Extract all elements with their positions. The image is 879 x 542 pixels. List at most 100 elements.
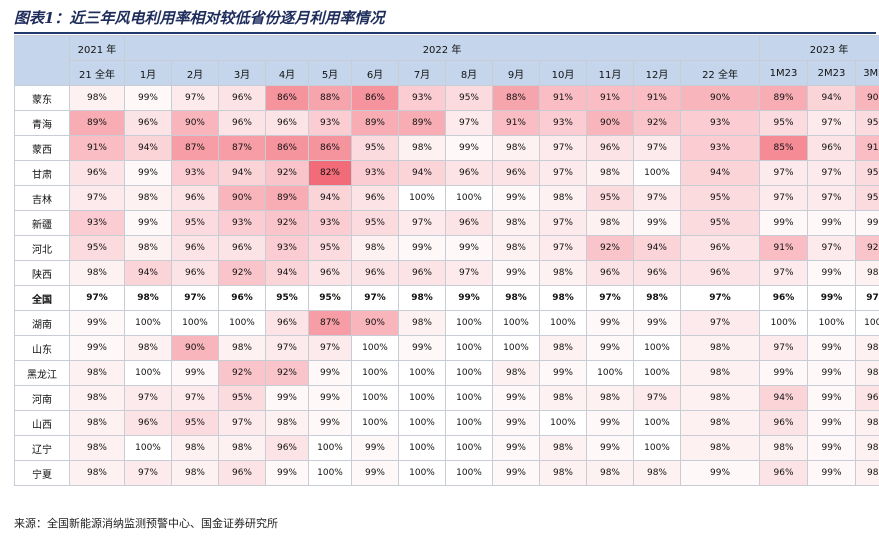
utilization-cell: 95% bbox=[69, 235, 125, 261]
utilization-cell: 97% bbox=[807, 110, 857, 136]
utilization-cell: 100% bbox=[351, 360, 399, 386]
utilization-cell: 98% bbox=[633, 460, 681, 486]
utilization-cell: 88% bbox=[308, 85, 352, 111]
utilization-cell: 99% bbox=[807, 435, 857, 461]
utilization-cell: 98% bbox=[855, 460, 879, 486]
utilization-cell: 100% bbox=[445, 185, 493, 211]
utilization-cell: 96% bbox=[398, 260, 446, 286]
utilization-cell: 98% bbox=[633, 285, 681, 311]
utilization-cell: 96% bbox=[633, 260, 681, 286]
utilization-cell: 99% bbox=[492, 260, 540, 286]
utilization-cell: 97% bbox=[759, 260, 809, 286]
utilization-cell: 98% bbox=[351, 235, 399, 261]
utilization-cell: 99% bbox=[265, 460, 309, 486]
utilization-cell: 94% bbox=[398, 160, 446, 186]
utilization-cell: 100% bbox=[586, 360, 634, 386]
region-label: 陕西 bbox=[14, 260, 70, 286]
utilization-cell: 96% bbox=[679, 235, 761, 261]
utilization-cell: 89% bbox=[265, 185, 309, 211]
utilization-cell: 97% bbox=[633, 385, 681, 411]
utilization-cell: 99% bbox=[633, 210, 681, 236]
utilization-cell: 92% bbox=[218, 260, 266, 286]
region-label: 山西 bbox=[14, 410, 70, 436]
utilization-cell: 99% bbox=[492, 185, 540, 211]
utilization-cell: 99% bbox=[807, 210, 857, 236]
utilization-cell: 98% bbox=[69, 385, 125, 411]
utilization-cell: 100% bbox=[351, 385, 399, 411]
utilization-cell: 92% bbox=[855, 235, 879, 261]
utilization-cell: 96% bbox=[807, 135, 857, 161]
utilization-cell: 86% bbox=[351, 85, 399, 111]
table-row: 山西 98% 96% 95% 97% 98% 99% 100% 100% 100% 99% 100% 9… bbox=[14, 410, 879, 436]
utilization-cell: 100% bbox=[124, 360, 172, 386]
utilization-cell: 98% bbox=[69, 85, 125, 111]
utilization-cell: 96% bbox=[679, 260, 761, 286]
utilization-cell: 98% bbox=[492, 135, 540, 161]
utilization-table: 2021 年 2022 年 2023 年 21 全年 1月 2月 3月 4月 5月 6月 7月 8月 9… bbox=[14, 35, 879, 486]
utilization-cell: 97% bbox=[679, 285, 761, 311]
utilization-cell: 96% bbox=[759, 410, 809, 436]
utilization-cell: 93% bbox=[539, 110, 587, 136]
header-corner bbox=[14, 35, 70, 86]
utilization-cell: 96% bbox=[445, 210, 493, 236]
table-row: 山东 99% 98% 90% 98% 97% 97% 100% 99% 100% 100% 98% 99… bbox=[14, 335, 879, 361]
utilization-cell: 97% bbox=[445, 260, 493, 286]
title-divider bbox=[14, 32, 876, 34]
utilization-cell: 99% bbox=[679, 460, 761, 486]
utilization-cell: 98% bbox=[539, 460, 587, 486]
region-label: 青海 bbox=[14, 110, 70, 136]
utilization-cell: 100% bbox=[807, 310, 857, 336]
utilization-cell: 94% bbox=[759, 385, 809, 411]
table-row: 黑龙江 98% 100% 99% 92% 92% 99% 100% 100% 100% 98% 99%… bbox=[14, 360, 879, 386]
utilization-cell: 98% bbox=[586, 460, 634, 486]
page-title: 图表1：近三年风电利用率相对较低省份逐月利用率情况 bbox=[14, 9, 385, 27]
utilization-cell: 100% bbox=[308, 460, 352, 486]
utilization-cell: 99% bbox=[445, 285, 493, 311]
column-header: 5月 bbox=[308, 60, 352, 86]
utilization-cell: 98% bbox=[171, 435, 219, 461]
utilization-cell: 99% bbox=[308, 360, 352, 386]
utilization-cell: 98% bbox=[398, 310, 446, 336]
utilization-cell: 93% bbox=[171, 160, 219, 186]
utilization-cell: 100% bbox=[398, 360, 446, 386]
utilization-cell: 99% bbox=[351, 435, 399, 461]
utilization-cell: 96% bbox=[351, 260, 399, 286]
utilization-cell: 98% bbox=[492, 235, 540, 261]
utilization-cell: 99% bbox=[171, 360, 219, 386]
utilization-cell: 95% bbox=[351, 210, 399, 236]
utilization-cell: 99% bbox=[807, 335, 857, 361]
utilization-cell: 95% bbox=[218, 385, 266, 411]
utilization-cell: 92% bbox=[633, 110, 681, 136]
utilization-cell: 96% bbox=[124, 110, 172, 136]
utilization-cell: 90% bbox=[855, 85, 879, 111]
utilization-cell: 98% bbox=[539, 260, 587, 286]
utilization-cell: 96% bbox=[759, 285, 809, 311]
utilization-cell: 99% bbox=[124, 85, 172, 111]
utilization-cell: 91% bbox=[633, 85, 681, 111]
utilization-cell: 93% bbox=[308, 110, 352, 136]
utilization-cell: 98% bbox=[398, 135, 446, 161]
table-row: 新疆 93% 99% 95% 93% 92% 93% 95% 97% 96% 98% 97% 98% 99… bbox=[14, 210, 879, 236]
utilization-cell: 97% bbox=[171, 385, 219, 411]
table-row: 蒙西 91% 94% 87% 87% 86% 86% 95% 98% 99% 98% 97% 96% 97… bbox=[14, 135, 879, 161]
utilization-cell: 96% bbox=[855, 385, 879, 411]
utilization-cell: 97% bbox=[539, 210, 587, 236]
utilization-cell: 91% bbox=[855, 135, 879, 161]
utilization-cell: 100% bbox=[445, 385, 493, 411]
utilization-cell: 100% bbox=[539, 310, 587, 336]
utilization-cell: 90% bbox=[351, 310, 399, 336]
utilization-cell: 98% bbox=[586, 160, 634, 186]
utilization-cell: 99% bbox=[124, 160, 172, 186]
utilization-cell: 93% bbox=[218, 210, 266, 236]
utilization-cell: 97% bbox=[218, 410, 266, 436]
utilization-cell: 98% bbox=[265, 410, 309, 436]
utilization-cell: 97% bbox=[633, 135, 681, 161]
utilization-cell: 98% bbox=[539, 435, 587, 461]
utilization-cell: 88% bbox=[492, 85, 540, 111]
utilization-cell: 98% bbox=[69, 260, 125, 286]
utilization-cell: 90% bbox=[679, 85, 761, 111]
utilization-cell: 97% bbox=[679, 310, 761, 336]
region-label: 黑龙江 bbox=[14, 360, 70, 386]
utilization-cell: 96% bbox=[445, 160, 493, 186]
column-header: 9月 bbox=[492, 60, 540, 86]
